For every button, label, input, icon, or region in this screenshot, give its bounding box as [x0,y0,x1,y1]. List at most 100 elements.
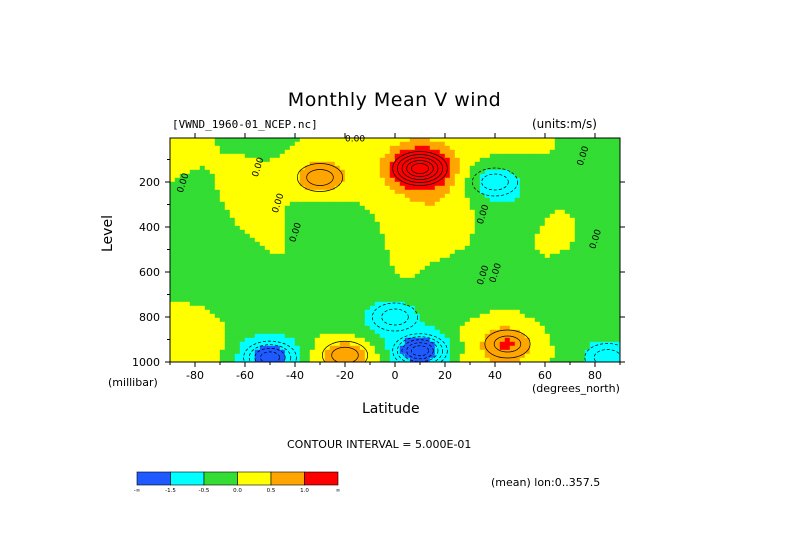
field-cell [289,317,296,323]
field-cell [394,341,401,347]
field-cell [389,333,396,339]
field-cell [234,353,241,359]
field-cell [314,141,321,147]
field-cell [329,273,336,279]
field-cell [244,149,251,155]
field-cell [284,229,291,235]
field-cell [229,269,236,275]
field-cell [509,181,516,187]
field-cell [244,205,251,211]
field-cell [384,193,391,199]
field-cell [359,301,366,307]
field-cell [569,245,576,251]
field-cell [339,225,346,231]
field-cell [364,305,371,311]
field-cell [589,309,596,315]
field-cell [444,317,451,323]
field-cell [539,249,546,255]
field-cell [324,225,331,231]
field-cell [389,305,396,311]
field-cell [329,317,336,323]
field-cell [369,245,376,251]
field-cell [489,297,496,303]
field-cell [344,229,351,235]
field-cell [259,233,266,239]
field-cell [559,281,566,287]
field-cell [299,349,306,355]
field-cell [174,269,181,275]
field-cell [494,149,501,155]
field-cell [174,213,181,219]
field-cell [609,177,616,183]
field-cell [609,345,616,351]
field-cell [319,189,326,195]
field-cell [184,149,191,155]
field-cell [329,169,336,175]
field-cell [334,161,341,167]
field-cell [244,173,251,179]
field-cell [389,201,396,207]
field-cell [284,209,291,215]
field-cell [434,297,441,303]
field-cell [289,341,296,347]
field-cell [464,277,471,283]
field-cell [304,213,311,219]
field-cell [449,281,456,287]
field-cell [344,289,351,295]
field-cell [329,145,336,151]
field-cell [434,221,441,227]
field-cell [284,217,291,223]
field-cell [399,177,406,183]
field-cell [499,217,506,223]
field-cell [554,185,561,191]
field-cell [174,317,181,323]
field-cell [479,341,486,347]
field-cell [334,157,341,163]
field-cell [299,341,306,347]
field-cell [489,321,496,327]
field-cell [509,221,516,227]
field-cell [554,289,561,295]
field-cell [299,309,306,315]
field-cell [374,317,381,323]
field-cell [429,225,436,231]
field-cell [214,141,221,147]
field-cell [404,337,411,343]
field-cell [394,149,401,155]
field-cell [224,225,231,231]
field-cell [344,177,351,183]
field-cell [589,161,596,167]
field-cell [459,145,466,151]
field-cell [569,261,576,267]
field-cell [569,145,576,151]
field-cell [584,277,591,283]
field-cell [389,301,396,307]
field-cell [509,205,516,211]
field-cell [309,157,316,163]
field-cell [399,341,406,347]
field-cell [609,229,616,235]
field-cell [249,353,256,359]
field-cell [579,145,586,151]
field-cell [564,285,571,291]
field-cell [170,313,176,319]
field-cell [349,345,356,351]
field-cell [484,333,491,339]
field-cell [514,317,521,323]
field-cell [509,337,516,343]
field-cell [354,297,361,303]
field-cell [329,281,336,287]
field-cell [334,281,341,287]
field-cell [604,221,611,227]
field-cell [484,337,491,343]
field-cell [549,353,556,359]
field-cell [464,213,471,219]
field-cell [434,185,441,191]
field-cell [529,281,536,287]
field-cell [179,301,186,307]
field-cell [434,325,441,331]
field-cell [269,309,276,315]
field-cell [584,309,591,315]
field-cell [269,325,276,331]
field-cell [564,229,571,235]
